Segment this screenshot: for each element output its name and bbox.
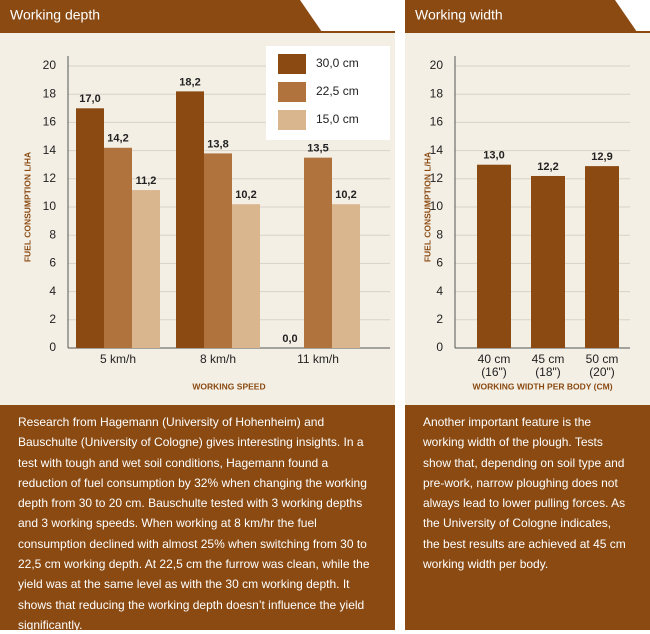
y-tick-label: 14 <box>430 143 444 157</box>
value-label: 11,2 <box>136 175 157 187</box>
y-tick-label: 12 <box>43 171 57 185</box>
y-tick-label: 14 <box>43 143 57 157</box>
y-tick-label: 8 <box>436 227 443 241</box>
value-label: 14,2 <box>107 133 128 145</box>
title-tab <box>405 0 637 32</box>
caption: Research from Hagemann (University of Ho… <box>18 415 370 632</box>
legend-label: 22,5 cm <box>316 84 359 98</box>
legend-swatch <box>278 54 306 74</box>
chart-title: Working depth <box>10 7 100 23</box>
value-label: 17,0 <box>79 93 100 105</box>
y-tick-label: 10 <box>43 199 57 213</box>
value-label: 12,2 <box>537 161 558 173</box>
y-tick-label: 18 <box>43 86 57 100</box>
y-axis-label: FUEL CONSUMPTION L/HA <box>422 152 432 262</box>
legend-label: 30,0 cm <box>316 56 359 70</box>
bar <box>76 108 104 348</box>
x-tick-label: 45 cm (18") <box>531 352 565 379</box>
y-axis-label: FUEL CONSUMPTION L/HA <box>22 152 32 262</box>
legend-swatch <box>278 110 306 130</box>
y-tick-label: 8 <box>49 227 56 241</box>
legend-label: 15,0 cm <box>316 112 359 126</box>
x-axis-label: WORKING SPEED <box>192 381 265 391</box>
chart-title: Working width <box>415 7 503 23</box>
value-label: 10,2 <box>335 189 356 201</box>
x-tick-label: 40 cm (16") <box>477 352 511 379</box>
y-tick-label: 0 <box>436 340 443 354</box>
y-tick-label: 12 <box>430 171 444 185</box>
x-tick-label: 8 km/h <box>199 352 236 366</box>
y-tick-label: 2 <box>436 312 443 326</box>
bar <box>204 153 232 348</box>
tab-line <box>405 31 650 33</box>
y-tick-label: 16 <box>43 115 57 129</box>
value-label: 12,9 <box>591 151 612 163</box>
title-tab <box>0 0 322 32</box>
x-tick-label: 11 km/h <box>297 352 339 366</box>
x-tick-label: 5 km/h <box>99 352 136 366</box>
y-tick-label: 2 <box>49 312 56 326</box>
bar <box>477 164 511 348</box>
y-tick-label: 20 <box>430 58 444 72</box>
text-panel <box>405 405 650 630</box>
bar <box>132 190 160 348</box>
caption: Another important feature is the working… <box>423 415 626 572</box>
bar <box>176 91 204 348</box>
value-label: 13,5 <box>307 143 328 155</box>
bar <box>104 147 132 348</box>
x-axis-label: WORKING WIDTH PER BODY (CM) <box>472 381 612 391</box>
bar <box>304 157 332 348</box>
value-label: 10,2 <box>235 189 256 201</box>
bar <box>232 204 260 348</box>
legend-swatch <box>278 82 306 102</box>
y-tick-label: 10 <box>430 199 444 213</box>
y-tick-label: 6 <box>436 256 443 270</box>
y-tick-label: 4 <box>436 284 443 298</box>
value-label: 13,0 <box>483 150 504 162</box>
bar <box>585 166 619 348</box>
x-tick-label: 50 cm (20") <box>585 352 619 379</box>
value-label: 0,0 <box>282 333 297 345</box>
y-tick-label: 16 <box>430 115 444 129</box>
bar <box>531 175 565 348</box>
tab-line <box>0 31 395 33</box>
y-tick-label: 0 <box>49 340 56 354</box>
value-label: 13,8 <box>207 138 228 150</box>
bar <box>332 204 360 348</box>
y-tick-label: 20 <box>43 58 57 72</box>
y-tick-label: 4 <box>49 284 56 298</box>
y-tick-label: 6 <box>49 256 56 270</box>
y-tick-label: 18 <box>430 86 444 100</box>
text-panel <box>0 405 395 630</box>
value-label: 18,2 <box>179 76 200 88</box>
